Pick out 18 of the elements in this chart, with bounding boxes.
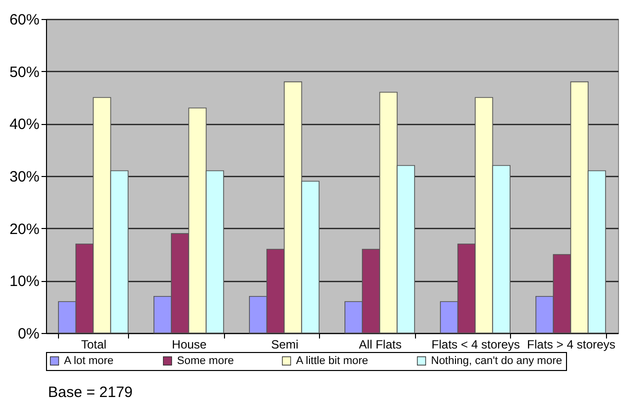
y-tick-label: 30% [9,168,40,186]
y-tick-label: 60% [9,12,40,28]
x-tick-label: All Flats [358,338,402,352]
x-tick-label: Flats > 4 storeys [527,338,616,352]
legend-label: Some more [177,354,234,367]
legend-label: A little bit more [296,354,368,367]
x-tick-label: Total [81,338,106,352]
legend-label: A lot more [64,354,114,367]
text: Base = 2179 [48,384,133,401]
x-tick-label: Flats < 4 storeys [432,338,520,352]
y-tick-label: 10% [9,273,40,290]
x-tick-label: Semi [271,338,298,352]
y-tick-label: 50% [9,64,40,81]
y-tick-label: 20% [9,220,40,238]
x-tick-label: House [172,338,207,352]
y-tick-label: 40% [9,116,40,134]
y-tick-label: 0% [18,326,40,342]
legend-label: Nothing, can't do any more [431,354,562,367]
